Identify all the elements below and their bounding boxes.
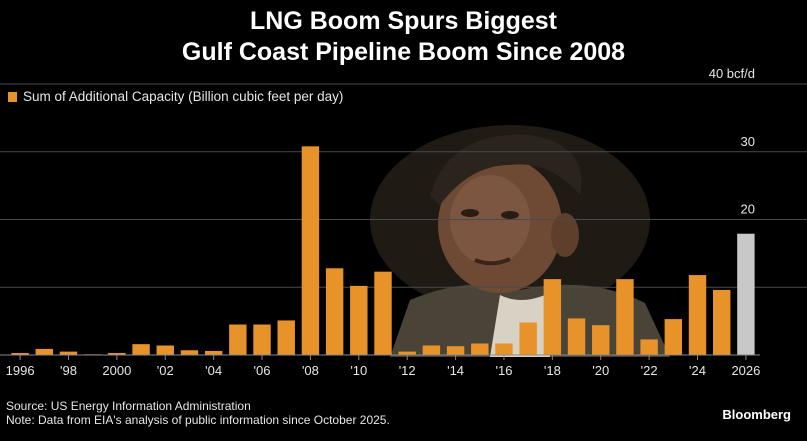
bar bbox=[688, 275, 707, 355]
x-tick-label: '04 bbox=[205, 363, 222, 378]
bar bbox=[11, 352, 29, 355]
bar bbox=[446, 346, 465, 355]
x-tick-label: '10 bbox=[350, 363, 367, 378]
x-tick-label: '22 bbox=[641, 363, 658, 378]
bar bbox=[204, 350, 223, 355]
x-tick-label: '08 bbox=[302, 363, 319, 378]
bar bbox=[156, 345, 174, 355]
source-note: Source: US Energy Information Administra… bbox=[6, 399, 251, 413]
chart-title: LNG Boom Spurs Biggest Gulf Coast Pipeli… bbox=[0, 6, 807, 68]
chart-title-line-2: Gulf Coast Pipeline Boom Since 2008 bbox=[181, 38, 626, 66]
legend: Sum of Additional Capacity (Billion cubi… bbox=[8, 89, 343, 104]
y-tick-label: 20 bbox=[741, 202, 755, 217]
bar bbox=[737, 233, 755, 355]
x-tick-label: '18 bbox=[544, 363, 561, 378]
bar bbox=[108, 352, 126, 355]
bar bbox=[132, 344, 150, 355]
bar bbox=[713, 289, 731, 355]
x-tick-label: 2026 bbox=[731, 363, 760, 378]
x-tick-label: '06 bbox=[254, 363, 271, 378]
bar bbox=[301, 146, 320, 355]
bar bbox=[277, 320, 295, 355]
bar bbox=[229, 324, 247, 355]
bar bbox=[567, 318, 586, 355]
bar bbox=[59, 351, 78, 355]
footer: Source: US Energy Information Administra… bbox=[6, 399, 390, 427]
bar bbox=[253, 324, 271, 355]
x-tick-label: '12 bbox=[399, 363, 416, 378]
bar bbox=[325, 268, 344, 355]
x-tick-label: '14 bbox=[447, 363, 464, 378]
bar bbox=[616, 279, 634, 355]
bar bbox=[664, 319, 683, 355]
bar bbox=[398, 351, 416, 355]
bar bbox=[471, 343, 489, 355]
x-tick-label: 2000 bbox=[102, 363, 131, 378]
legend-swatch bbox=[8, 91, 17, 102]
y-tick-label: 40 bcf/d bbox=[709, 66, 755, 81]
chart-title-line-1: LNG Boom Spurs Biggest bbox=[250, 7, 557, 35]
bar bbox=[640, 339, 658, 355]
bar bbox=[35, 348, 53, 355]
bar bbox=[350, 285, 368, 355]
legend-label: Sum of Additional Capacity (Billion cubi… bbox=[23, 89, 344, 104]
bloomberg-logo: Bloomberg bbox=[722, 407, 791, 422]
bar bbox=[180, 350, 199, 355]
x-tick-label: 1996 bbox=[6, 363, 35, 378]
x-tick-label: '02 bbox=[157, 363, 174, 378]
bar-chart: 010203040 bcf/d1996'982000'02'04'06'08'1… bbox=[0, 66, 807, 378]
bar bbox=[495, 343, 513, 355]
data-note: Note: Data from EIA's analysis of public… bbox=[6, 413, 390, 427]
x-tick-label: '98 bbox=[60, 363, 77, 378]
bar bbox=[543, 279, 562, 355]
x-tick-label: '20 bbox=[592, 363, 609, 378]
x-tick-label: '16 bbox=[495, 363, 512, 378]
bar bbox=[592, 325, 610, 355]
bar bbox=[519, 322, 537, 355]
y-tick-label: 30 bbox=[741, 134, 755, 149]
x-tick-label: '24 bbox=[689, 363, 706, 378]
bar bbox=[374, 271, 392, 355]
bar bbox=[422, 345, 441, 355]
